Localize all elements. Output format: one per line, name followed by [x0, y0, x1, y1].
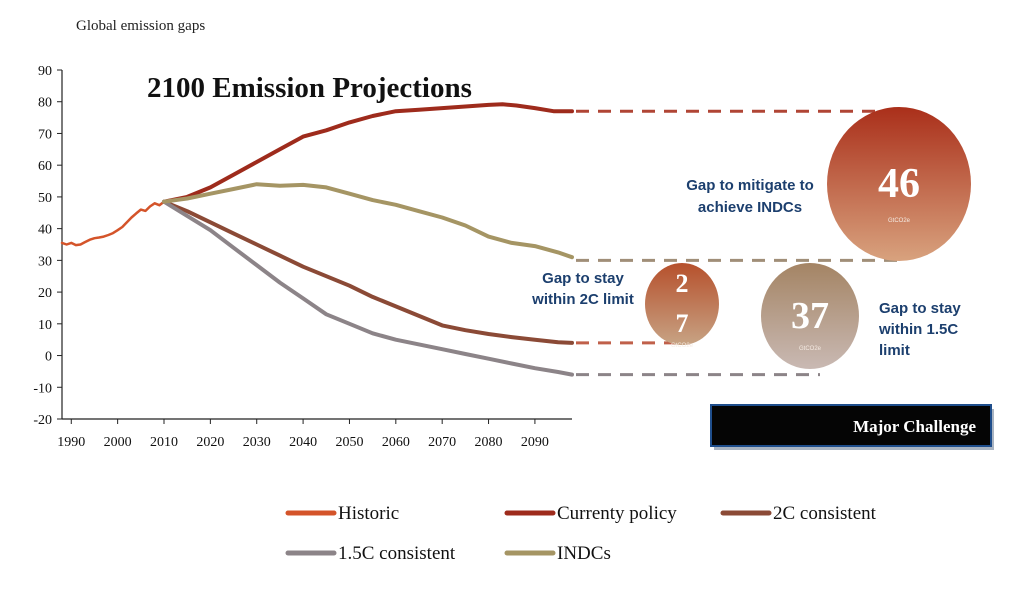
legend: Historic Currenty policy 2C consistent 1.5C…	[285, 503, 877, 564]
x-tick-label: 2090	[521, 435, 549, 450]
gap-label: Gap to stay	[542, 270, 624, 287]
x-tick-label: 2010	[150, 435, 178, 450]
series-line	[162, 199, 574, 345]
gap-unit: GtCO2e	[671, 343, 694, 349]
x-tick-label: 2020	[196, 435, 224, 450]
chart-subtitle: Global emission gaps	[76, 18, 205, 34]
gap-label: achieve INDCs	[698, 199, 802, 216]
y-tick-label: -20	[33, 413, 52, 428]
x-tick-label: 2030	[243, 435, 271, 450]
chart-title: 2100 Emission Projections	[147, 72, 472, 104]
y-tick-label: 50	[38, 191, 52, 206]
gap-value: 37	[791, 295, 829, 337]
legend-label: Currenty policy	[557, 503, 677, 524]
y-tick-label: 70	[38, 127, 52, 142]
y-tick-label: 0	[45, 350, 52, 365]
series-lines	[60, 102, 574, 377]
gap-bubble	[827, 107, 971, 261]
series-line	[60, 200, 166, 247]
gap-unit: GtCO2e	[888, 218, 911, 224]
legend-label: 1.5C consistent	[338, 543, 456, 564]
y-tick-label: 40	[38, 223, 52, 238]
series-line	[162, 182, 574, 260]
y-tick-label: 80	[38, 96, 52, 111]
gap-annotations: 46 GtCO2e Gap to mitigate to achieve INDCs 2…	[531, 107, 971, 369]
y-tick-label: 60	[38, 159, 52, 174]
gap-value: 7	[676, 309, 689, 338]
x-tick-label: 2050	[335, 435, 363, 450]
gap-bubble	[645, 263, 719, 345]
gap-bubble	[761, 263, 859, 369]
gap-unit: GtCO2e	[799, 346, 822, 352]
gap-label: within 2C limit	[531, 291, 634, 308]
x-tick-label: 2080	[475, 435, 503, 450]
legend-label: Historic	[338, 503, 399, 524]
legend-label: INDCs	[557, 543, 611, 564]
y-tick-label: 30	[38, 254, 52, 269]
legend-label: 2C consistent	[773, 503, 877, 524]
x-tick-label: 2000	[104, 435, 132, 450]
major-challenge-banner: Major Challenge	[710, 404, 994, 450]
x-tick-label: 2040	[289, 435, 317, 450]
series-line	[162, 199, 574, 377]
gap-label: Gap to mitigate to	[686, 177, 814, 194]
y-tick-label: 20	[38, 286, 52, 301]
gap-value: 2	[676, 269, 689, 298]
gap-label: limit	[879, 342, 910, 359]
banner-text: Major Challenge	[853, 417, 976, 436]
gap-value: 46	[878, 161, 920, 207]
banner-box	[710, 404, 992, 447]
x-tick-label: 1990	[57, 435, 85, 450]
gap-label: within 1.5C	[878, 321, 958, 338]
x-tick-label: 2060	[382, 435, 410, 450]
x-tick-label: 2070	[428, 435, 456, 450]
y-tick-label: -10	[33, 381, 52, 396]
y-tick-label: 10	[38, 318, 52, 333]
series-line	[162, 102, 574, 204]
gap-label: Gap to stay	[879, 300, 961, 317]
y-tick-label: 90	[38, 64, 52, 79]
